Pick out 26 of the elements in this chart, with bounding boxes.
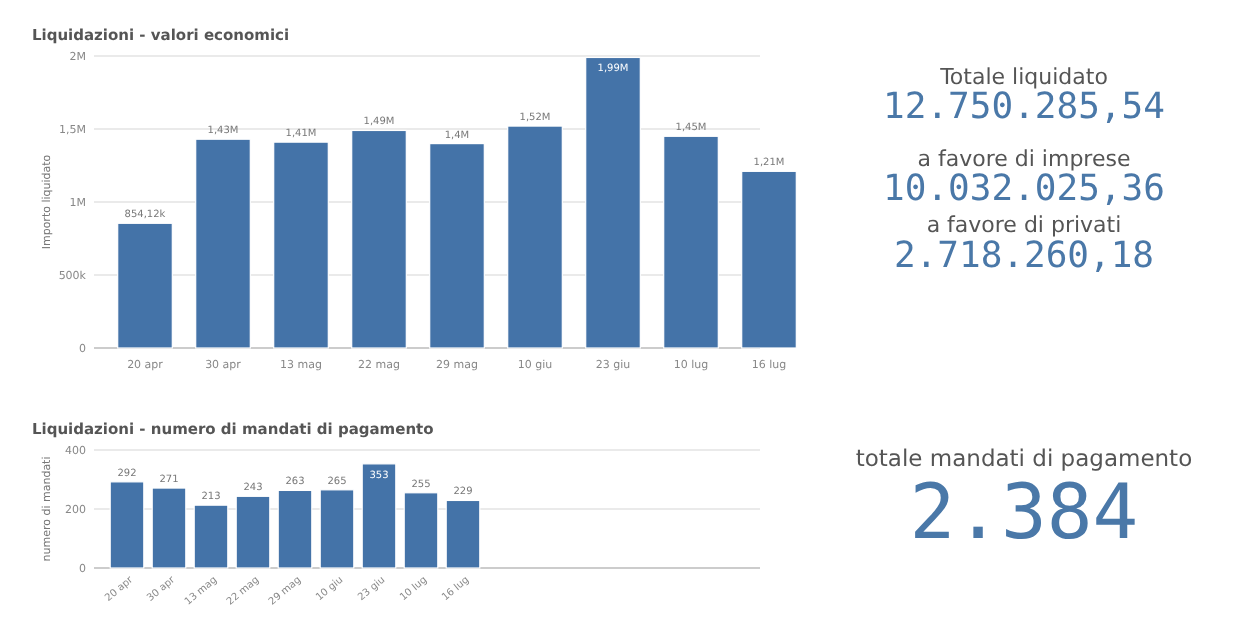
bar (741, 170, 797, 349)
text: Totale liquidato (938, 64, 1109, 90)
text: 2.718.260,18 (893, 234, 1155, 277)
text: a favore di imprese (917, 146, 1131, 173)
bar (151, 487, 187, 569)
text: 10.032.025,36 (883, 168, 1165, 211)
bar (109, 481, 145, 569)
bar (361, 463, 397, 569)
bar (235, 495, 271, 569)
bar (319, 489, 355, 569)
bar (193, 504, 229, 569)
bar (351, 129, 407, 349)
text: 12.750.285,54 (883, 86, 1165, 129)
bar (403, 492, 439, 569)
text: 2.384 (909, 468, 1139, 557)
bar (663, 135, 719, 349)
bar (445, 499, 481, 569)
bar (585, 56, 641, 349)
text: a favore di privati (926, 212, 1122, 239)
bar (117, 222, 173, 349)
bar (273, 141, 329, 349)
text: totale mandati di pagamento (855, 444, 1193, 472)
bar (195, 138, 251, 349)
bar (277, 489, 313, 569)
bar (507, 125, 563, 349)
bar (429, 143, 485, 349)
